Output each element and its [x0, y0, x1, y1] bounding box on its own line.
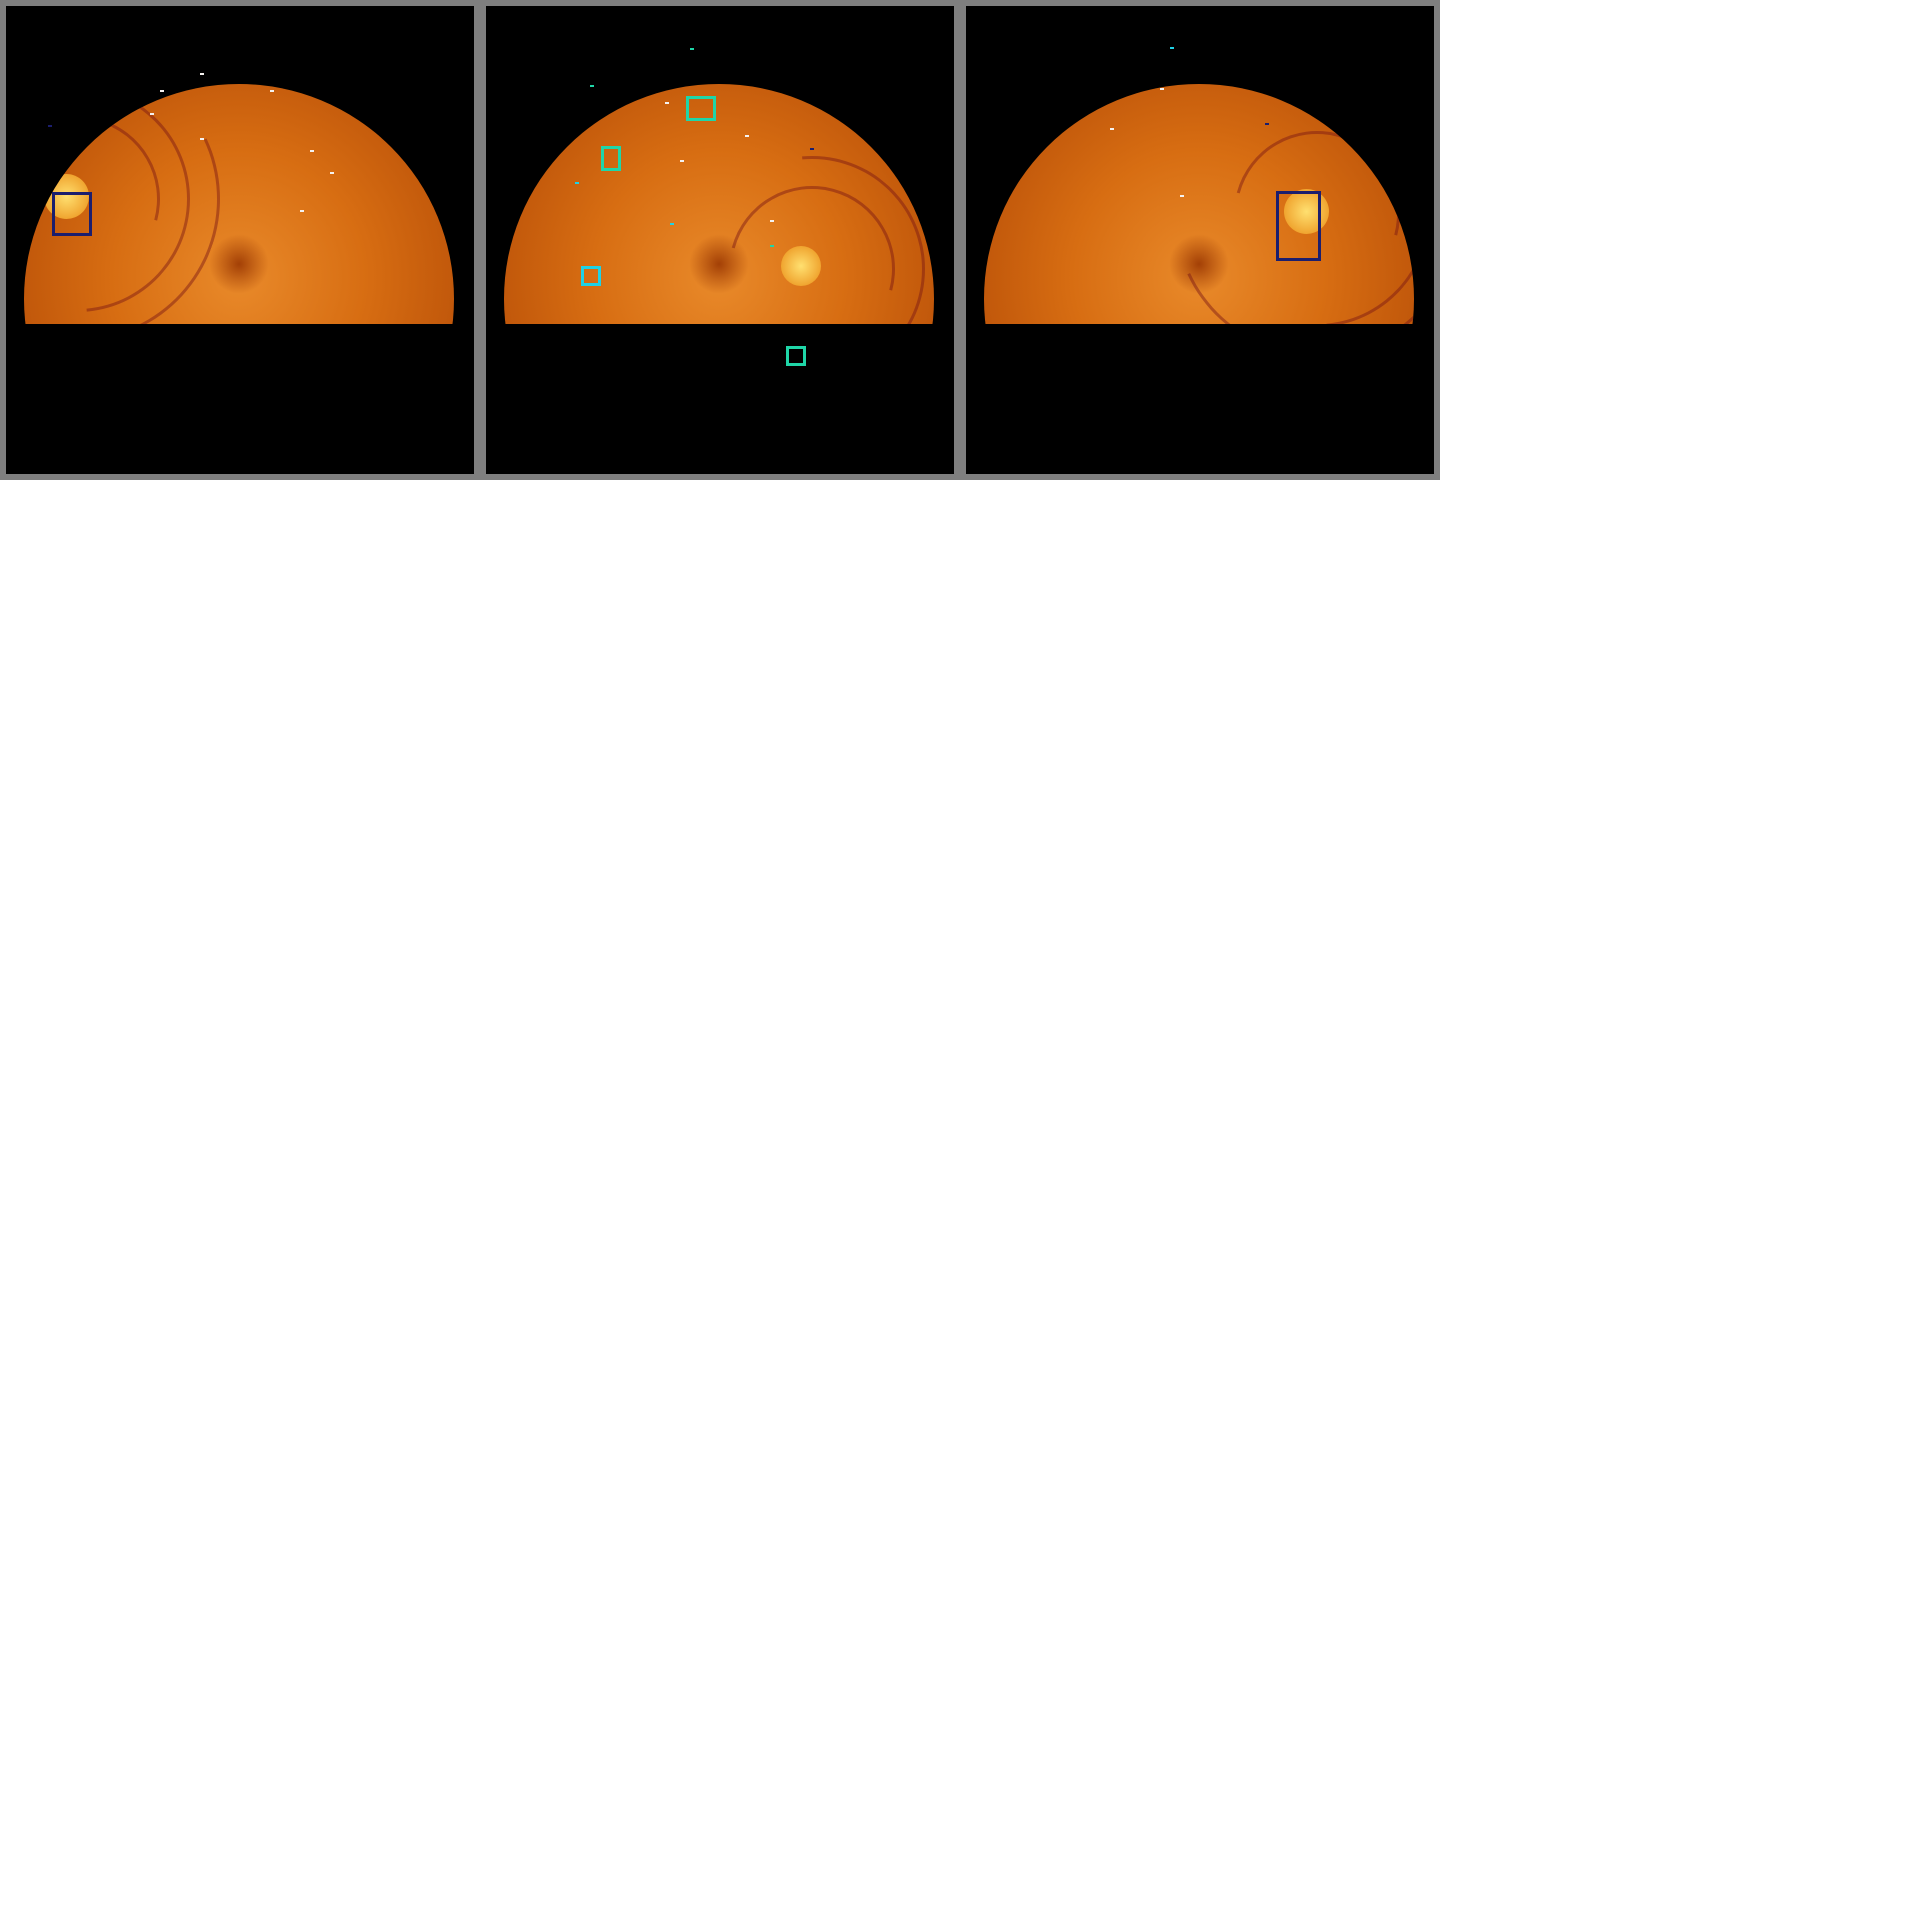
image-tile [960, 0, 1440, 480]
detection-label-od [48, 125, 52, 127]
detection-label-ex [200, 73, 204, 75]
detection-label-se [690, 48, 694, 50]
detection-label-ex [200, 138, 204, 140]
detection-label-ex [680, 160, 684, 162]
optic-disc [1283, 188, 1329, 234]
detection-label-se [590, 85, 594, 87]
detection-label-ex [160, 90, 164, 92]
detection-label-he [1170, 47, 1174, 49]
detection-box [786, 346, 806, 366]
detection-box [1276, 191, 1321, 261]
detection-label-od [810, 148, 814, 150]
image-tile [0, 0, 480, 480]
detection-label-ex [665, 102, 669, 104]
image-tile [480, 0, 960, 480]
detection-label-he [670, 223, 674, 225]
detection-label-ex [150, 113, 154, 115]
detection-label-he [575, 182, 579, 184]
detection-label-ex [1110, 128, 1114, 130]
detection-label-ex [1180, 195, 1184, 197]
detection-label-ex [770, 220, 774, 222]
detection-label-ex [1160, 88, 1164, 90]
optic-disc [43, 173, 89, 219]
detection-label-ex [270, 90, 274, 92]
detection-label-ex [330, 172, 334, 174]
optic-disc [781, 246, 821, 286]
detection-label-od [1265, 123, 1269, 125]
detection-box [601, 146, 621, 171]
detection-label-ex [745, 135, 749, 137]
detection-label-se [770, 245, 774, 247]
detection-box [686, 96, 716, 121]
detection-label-ex [300, 210, 304, 212]
detection-box [581, 266, 601, 286]
detection-label-ex [310, 150, 314, 152]
detection-box [52, 192, 92, 236]
